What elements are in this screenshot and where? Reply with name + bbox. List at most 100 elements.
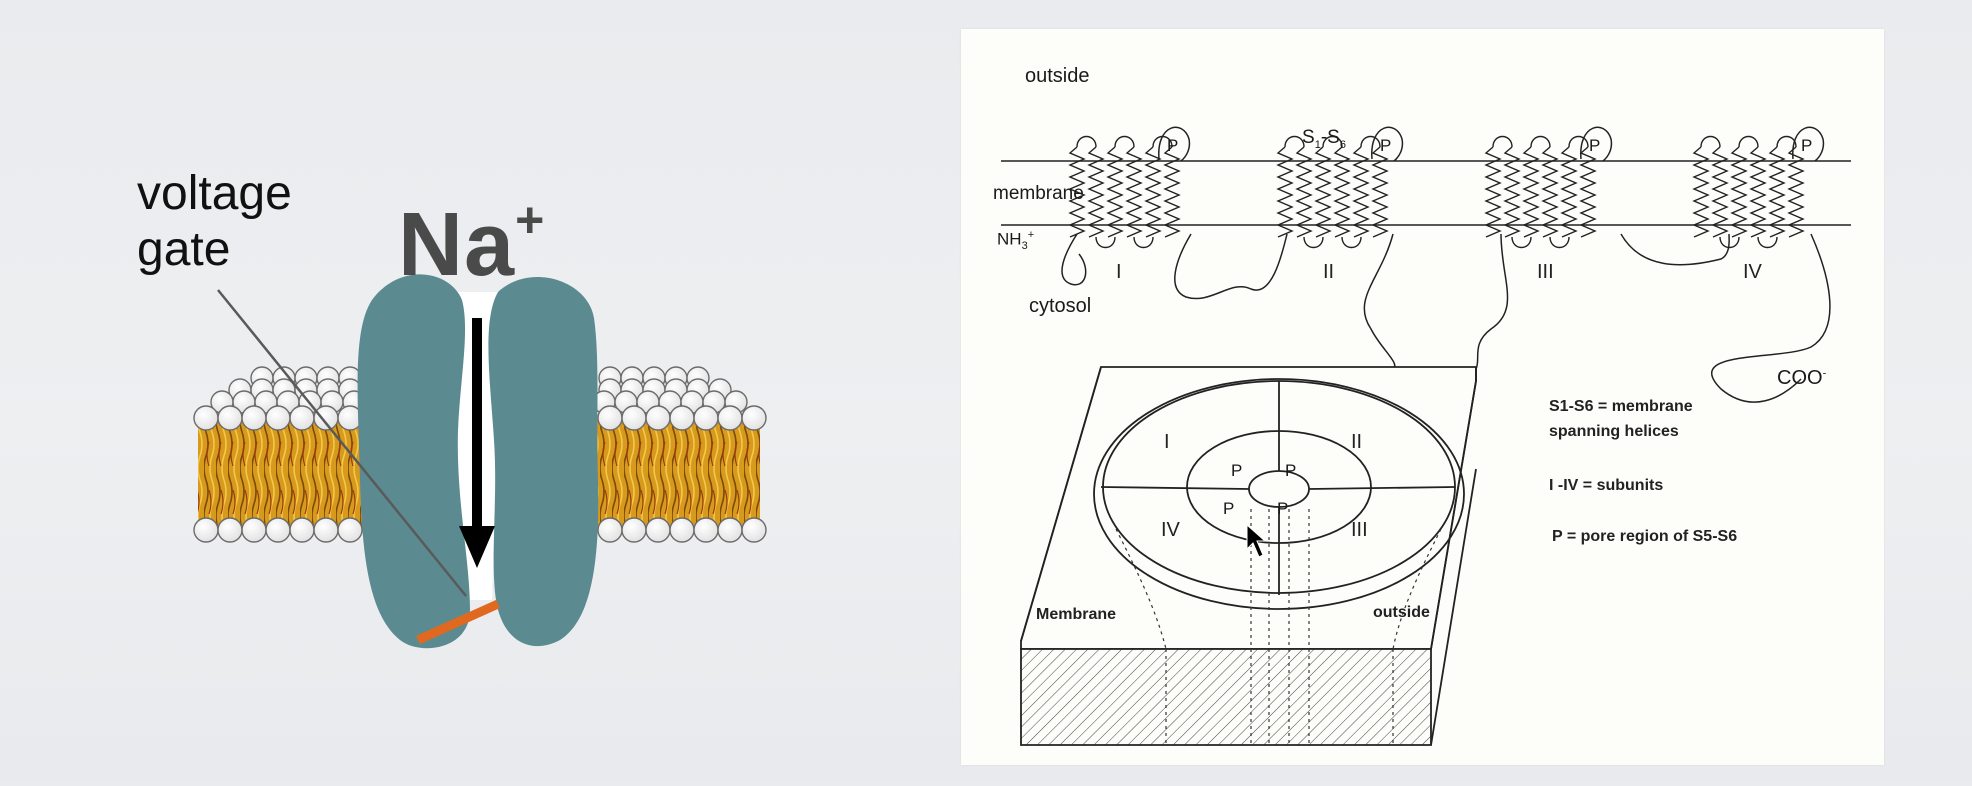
box-membrane-label: Membrane [1036, 606, 1117, 623]
helix-loop [1719, 236, 1740, 249]
helix-d4-s4 [1749, 146, 1767, 238]
ring-subunit-ii: II [1351, 431, 1363, 453]
ring-pore-4: P [1277, 499, 1289, 518]
domain-label-iii: III [1537, 261, 1554, 283]
pore-projection-lines [1115, 509, 1442, 745]
helix-d3-s4 [1541, 146, 1559, 238]
membrane-label: membrane [993, 183, 1084, 204]
helix-d4-s3 [1730, 146, 1748, 238]
sodium-ion-charge: + [515, 192, 546, 248]
ring-subunit-iii: III [1351, 519, 1368, 541]
channel-topology-panel: outside membrane NH3+ cytosol S1-S6 P P … [961, 29, 1884, 765]
channel-3d-box [1020, 366, 1477, 746]
sodium-ion-symbol: Na [398, 195, 516, 295]
helix-loop [1492, 135, 1513, 148]
helix-loop [1738, 135, 1759, 148]
helix-d2-s4 [1333, 146, 1351, 238]
box-outside-label: outside [1373, 604, 1430, 621]
domain-label-i: I [1116, 261, 1122, 283]
topology-illustration [1001, 126, 1851, 746]
ring-subunit-iv: IV [1161, 519, 1180, 541]
nh3-label: NH3+ [997, 229, 1034, 252]
voltage-gate-label: voltage gate [137, 166, 292, 278]
outside-top-label: outside [1025, 65, 1090, 87]
coo-label: COO- [1777, 367, 1826, 390]
connecting-loops [1061, 126, 1831, 403]
helix-loop [1322, 135, 1343, 148]
helix-d1-s1 [1068, 146, 1086, 238]
coo-superscript: - [1822, 367, 1827, 380]
helix-loop [1776, 135, 1797, 148]
domain-label-iv: IV [1743, 261, 1762, 283]
pore-label-iv: P [1801, 136, 1813, 155]
pore-label-i: P [1167, 136, 1179, 155]
helix-d2-s6 [1371, 146, 1389, 238]
helix-d1-s2 [1087, 146, 1105, 238]
helix-d2-s3 [1314, 146, 1332, 238]
helix-d3-s3 [1522, 146, 1540, 238]
nh3-superscript: + [1027, 229, 1035, 241]
voltage-gate-label-line1: voltage [137, 167, 292, 220]
helix-d2-s2 [1295, 146, 1313, 238]
helix-d4-s2 [1711, 146, 1729, 238]
subunit-rings [1093, 378, 1465, 610]
channel-protein-right [488, 276, 599, 647]
sodium-channel-illustration [193, 274, 767, 649]
ring-pore-1: P [1231, 461, 1243, 480]
cytosol-label: cytosol [1029, 295, 1092, 317]
mouse-cursor-icon [1246, 523, 1267, 558]
helix-loop [1568, 135, 1589, 148]
helix-d1-s5 [1144, 146, 1162, 238]
helix-d2-s5 [1352, 146, 1370, 238]
helix-loop [1341, 236, 1362, 249]
pore-label-iii: P [1589, 136, 1601, 155]
helix-d1-s3 [1106, 146, 1124, 238]
domain-label-ii: II [1323, 261, 1335, 283]
s1-s6-sub1: 1 [1314, 138, 1321, 151]
helix-loop [1757, 236, 1778, 249]
legend-line-4: P = pore region of S5-S6 [1552, 528, 1738, 545]
helix-d4-s5 [1768, 146, 1786, 238]
helix-d2-s1 [1276, 146, 1294, 238]
helix-loop [1095, 236, 1116, 249]
s1-s6-prefix: S [1302, 127, 1315, 148]
helix-loop [1133, 236, 1154, 249]
helix-d3-s5 [1560, 146, 1578, 238]
helix-d4-s1 [1692, 146, 1710, 238]
voltage-gate-bar [416, 599, 500, 645]
nh3-subscript: 3 [1021, 240, 1028, 253]
lipid-bilayer-right [590, 420, 760, 528]
legend-line-3: I -IV = subunits [1549, 477, 1664, 494]
legend-line-1: S1-S6 = membrane [1549, 398, 1693, 415]
lipid-heads-top [193, 366, 767, 431]
helix-d1-s4 [1125, 146, 1143, 238]
channel-protein-left [357, 274, 470, 649]
helix-d3-s2 [1503, 146, 1521, 238]
helix-loop [1549, 236, 1570, 249]
gate-pointer-line [217, 289, 467, 597]
helix-loop [1076, 135, 1097, 148]
helix-d1-s6 [1163, 146, 1181, 238]
nh3-text: NH [997, 229, 1022, 249]
s1-s6-sub2: 6 [1339, 138, 1346, 151]
ring-subunit-i: I [1164, 431, 1170, 453]
transmembrane-helices [1068, 135, 1805, 249]
helix-loop [1284, 135, 1305, 148]
s1-s6-dash: -S [1320, 127, 1340, 148]
sodium-ion-label: Na+ [398, 170, 545, 295]
helix-d3-s1 [1484, 146, 1502, 238]
helix-d4-s6 [1787, 146, 1805, 238]
helix-loop [1114, 135, 1135, 148]
lipid-heads-bottom [193, 517, 767, 543]
pore-label-ii: P [1380, 136, 1392, 155]
s1-s6-label: S1-S6 [1302, 127, 1346, 151]
ring-pore-3: P [1223, 499, 1235, 518]
ion-flow-arrow [459, 318, 495, 568]
helix-loop [1303, 236, 1324, 249]
ring-pore-2: P [1285, 461, 1297, 480]
helix-d3-s6 [1579, 146, 1597, 238]
helix-loop [1700, 135, 1721, 148]
coo-text: COO [1777, 367, 1823, 389]
voltage-gate-label-line2: gate [137, 223, 231, 276]
helix-loop [1511, 236, 1532, 249]
